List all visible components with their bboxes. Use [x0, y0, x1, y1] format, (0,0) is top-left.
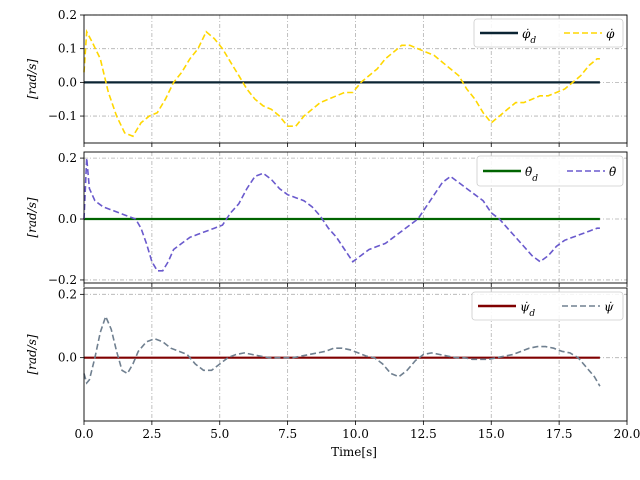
- x-tick-label: 7.5: [278, 427, 297, 441]
- legend-box: [471, 291, 624, 321]
- panel-yaw-rate: 0.0 2.5 5.0 7.5 10.0 12.5 15.0 17.5 20.0 0.0 0.2 [r…: [25, 287, 640, 441]
- y-tick-label: −0.1: [48, 109, 77, 123]
- series-line-measured: [83, 158, 600, 272]
- x-tick-label: 12.5: [410, 427, 437, 441]
- legend-label: θ̇: [609, 165, 617, 179]
- y-tick-label: 0.2: [58, 8, 77, 22]
- y-axis-label: [rad/s]: [25, 197, 39, 237]
- legend-box: [473, 18, 624, 48]
- x-tick-label: 5.0: [210, 427, 229, 441]
- legend-box: [476, 155, 624, 187]
- panel-pitch-rate: −0.20.00.2[rad/s]θ̇d θ̇: [25, 151, 628, 287]
- legend-label: φ̇: [606, 27, 615, 41]
- x-tick-label: 0.0: [74, 427, 93, 441]
- series-line-measured: [83, 28, 600, 138]
- y-tick-label: 0.1: [58, 42, 77, 56]
- y-tick-label: −0.2: [48, 273, 77, 287]
- y-axis-label: [rad/s]: [25, 334, 39, 374]
- x-tick-label: 17.5: [546, 427, 573, 441]
- x-tick-label: 2.5: [142, 427, 161, 441]
- panel-roll-rate: −0.10.00.10.2[rad/s]φ̇d φ̇: [25, 8, 628, 147]
- x-tick-label: 20.0: [614, 427, 640, 441]
- y-tick-label: 0.2: [58, 287, 77, 301]
- x-tick-label: 15.0: [478, 427, 505, 441]
- x-tick-label: 10.0: [342, 427, 369, 441]
- series-line-measured: [83, 314, 601, 387]
- y-tick-label: 0.0: [58, 351, 77, 365]
- y-tick-label: 0.2: [58, 151, 77, 165]
- x-axis-label: Time[s]: [331, 445, 377, 459]
- legend-label: ψ̇: [604, 300, 614, 314]
- y-tick-label: 0.0: [58, 75, 77, 89]
- y-axis-label: [rad/s]: [25, 59, 39, 99]
- y-tick-label: 0.0: [58, 212, 77, 226]
